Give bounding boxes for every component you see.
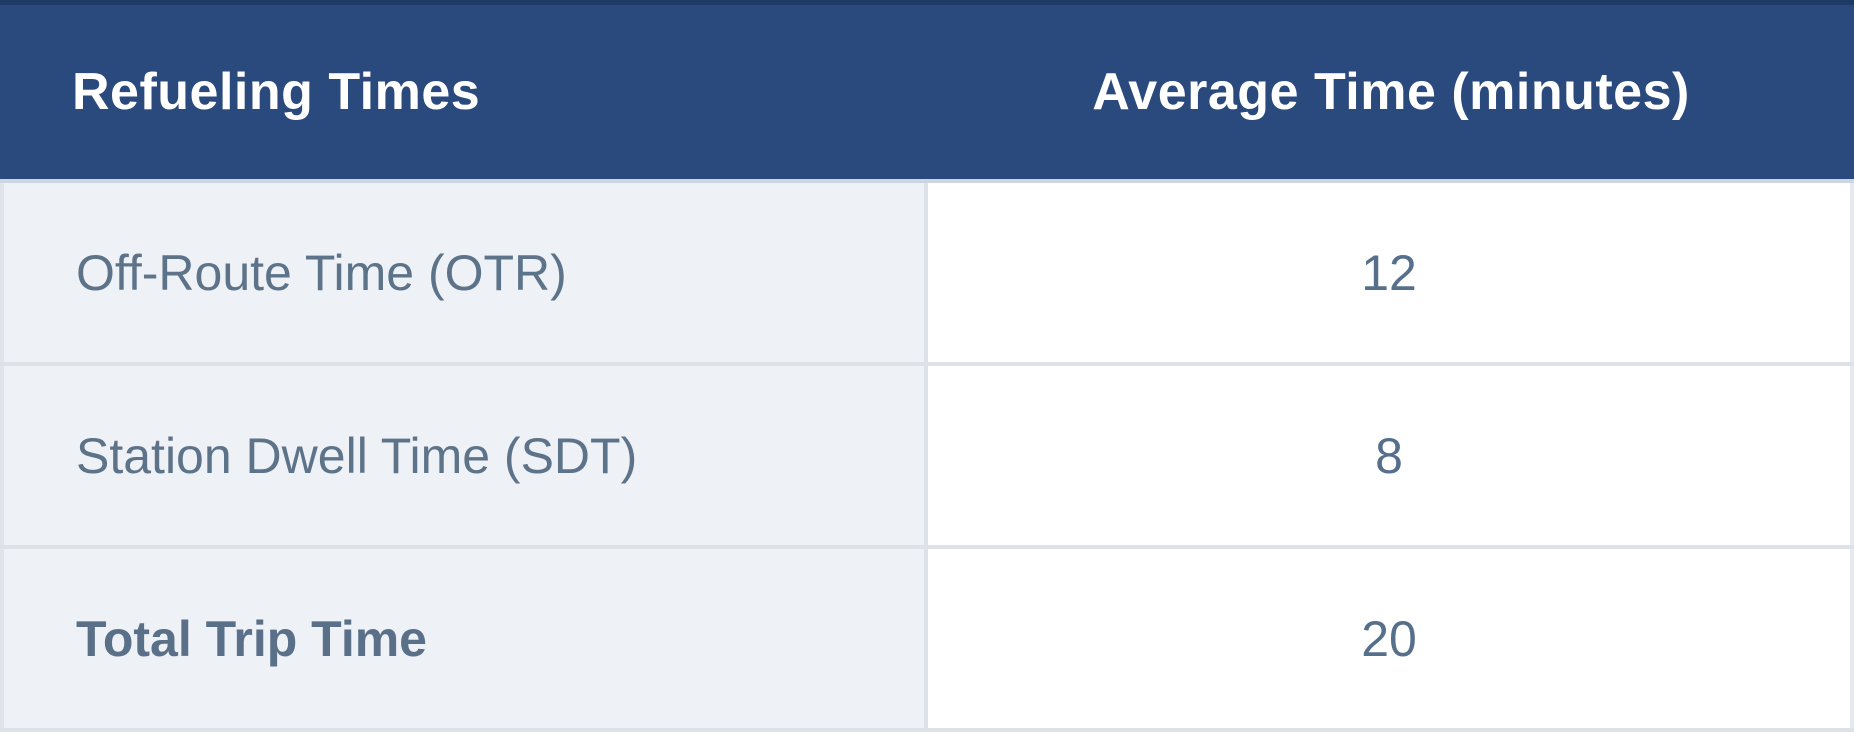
table-row-off-route-time: Off-Route Time (OTR) 12 (0, 183, 1854, 366)
row-value-total-trip-time: 20 (928, 549, 1854, 728)
row-label-off-route-time: Off-Route Time (OTR) (0, 183, 928, 362)
row-label-total-trip-time: Total Trip Time (0, 549, 928, 728)
table-header-row: Refueling Times Average Time (minutes) (0, 5, 1854, 183)
table-row-total-trip-time: Total Trip Time 20 (0, 549, 1854, 732)
row-value-station-dwell-time: 8 (928, 366, 1854, 545)
column-header-refueling-times: Refueling Times (72, 63, 481, 121)
row-value-off-route-time: 12 (928, 183, 1854, 362)
table-row-station-dwell-time: Station Dwell Time (SDT) 8 (0, 366, 1854, 549)
column-header-average-time: Average Time (minutes) (1092, 63, 1690, 121)
row-label-station-dwell-time: Station Dwell Time (SDT) (0, 366, 928, 545)
